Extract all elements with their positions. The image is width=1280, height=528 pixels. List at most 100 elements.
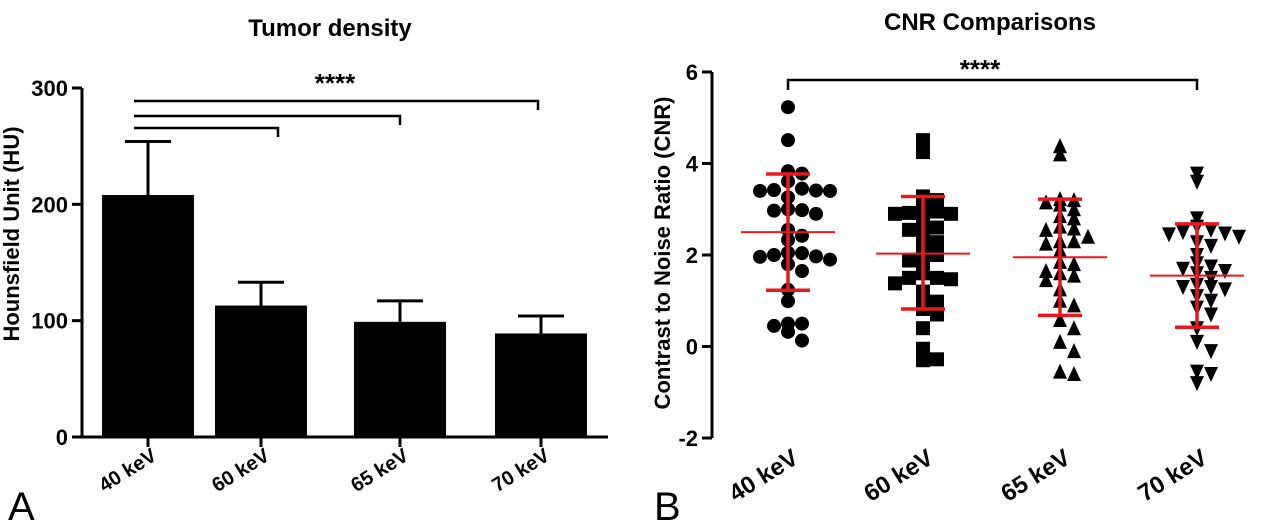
x-tick-label: 65 keV: [996, 444, 1075, 507]
data-point: [1053, 138, 1067, 154]
data-point: [944, 272, 958, 287]
data-point: [916, 133, 930, 148]
data-point: [767, 203, 781, 218]
data-point: [902, 205, 916, 220]
data-point: [1190, 166, 1204, 182]
data-point: [1204, 293, 1218, 309]
data-point: [1039, 272, 1053, 288]
data-point: [1218, 226, 1232, 242]
data-point: [781, 324, 795, 339]
data-point: [930, 204, 944, 219]
data-point: [1053, 146, 1067, 162]
data-point: [781, 100, 795, 115]
data-point: [1067, 256, 1081, 272]
data-point: [823, 252, 837, 267]
data-point: [930, 307, 944, 322]
panel-b-letter: B: [654, 485, 681, 528]
data-point: [1067, 320, 1081, 336]
data-point: [1081, 228, 1095, 244]
bar: [354, 321, 446, 437]
bar: [495, 333, 587, 437]
data-point: [809, 249, 823, 264]
data-point: [1067, 297, 1081, 313]
data-point: [888, 206, 902, 221]
data-point: [809, 183, 823, 198]
data-point: [944, 206, 958, 221]
data-point: [795, 246, 809, 261]
data-point: [1067, 201, 1081, 217]
data-point: [930, 294, 944, 309]
y-tick-label: 0: [686, 335, 698, 360]
x-tick-label: 60 keV: [208, 444, 274, 497]
data-point: [1039, 263, 1053, 279]
y-tick-label: 2: [686, 243, 698, 268]
data-point: [1067, 343, 1081, 359]
significance-label: ****: [315, 68, 356, 98]
x-tick-label: 70 keV: [488, 444, 554, 497]
data-point: [1204, 238, 1218, 254]
data-point: [916, 321, 930, 336]
x-tick-label: 40 keV: [95, 444, 161, 497]
data-point: [1176, 280, 1190, 296]
data-point: [902, 253, 916, 268]
data-point: [795, 316, 809, 331]
x-tick-label: 70 keV: [1133, 444, 1212, 507]
significance-bracket: [134, 114, 402, 125]
data-point: [902, 222, 916, 237]
data-point: [1039, 194, 1053, 210]
data-point: [930, 352, 944, 367]
significance-bracket: [786, 78, 1199, 90]
data-point: [795, 203, 809, 218]
data-point: [1176, 261, 1190, 277]
data-point: [753, 183, 767, 198]
data-point: [930, 220, 944, 235]
data-point: [1218, 282, 1232, 298]
panel-a-letter: A: [8, 485, 35, 528]
chart-b-y-axis-label: Contrast to Noise Ratio (CNR): [650, 97, 675, 410]
significance-bracket: [134, 99, 540, 110]
data-point: [930, 235, 944, 250]
data-point: [1067, 233, 1081, 249]
data-point: [916, 353, 930, 368]
data-point: [1204, 259, 1218, 275]
data-point: [930, 270, 944, 285]
data-point: [1067, 210, 1081, 226]
data-point: [1204, 222, 1218, 238]
data-point: [767, 248, 781, 262]
data-point: [916, 341, 930, 356]
chart-a-title: Tumor density: [248, 15, 412, 42]
data-point: [795, 228, 809, 243]
y-tick-label: 200: [31, 192, 68, 217]
data-point: [1190, 334, 1204, 350]
data-point: [1204, 307, 1218, 323]
chart-b-title: CNR Comparisons: [884, 9, 1096, 36]
data-point: [781, 294, 795, 309]
data-point: [1190, 174, 1204, 190]
data-point: [795, 264, 809, 279]
significance-label: ****: [960, 54, 1001, 84]
data-point: [1176, 225, 1190, 241]
data-point: [795, 333, 809, 348]
significance-bracket: [134, 126, 280, 137]
data-point: [1204, 280, 1218, 296]
data-point: [1190, 376, 1204, 392]
x-tick-label: 60 keV: [859, 444, 938, 507]
y-tick-label: 100: [31, 309, 68, 334]
y-tick-label: 4: [686, 152, 699, 177]
data-point: [916, 145, 930, 160]
data-point: [888, 276, 902, 291]
data-point: [1053, 311, 1067, 327]
data-point: [1204, 344, 1218, 360]
data-point: [1190, 364, 1204, 380]
data-point: [1067, 267, 1081, 283]
data-point: [1053, 333, 1067, 349]
bar: [215, 305, 307, 437]
y-tick-label: -2: [678, 426, 698, 451]
data-point: [753, 249, 767, 264]
bar: [102, 195, 194, 437]
data-point: [781, 133, 795, 148]
data-point: [823, 183, 837, 198]
y-tick-label: 6: [686, 60, 698, 85]
panel-b-chart: CNR Comparisons Contrast to Noise Ratio …: [650, 9, 1246, 528]
